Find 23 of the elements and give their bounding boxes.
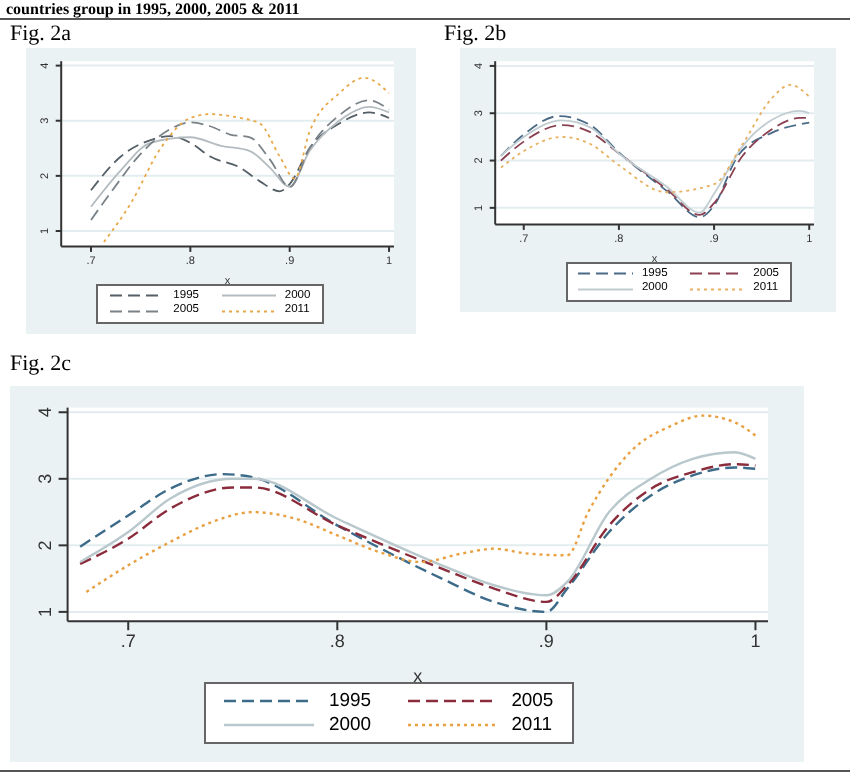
- legend-label: 2005: [511, 689, 554, 714]
- line-series: [90, 106, 390, 208]
- x-tick-label: .9: [538, 630, 554, 651]
- line-series: [103, 76, 390, 243]
- y-tick-label: 1: [34, 606, 55, 617]
- line-series: [85, 414, 757, 594]
- y-tick-label: 4: [34, 407, 55, 418]
- x-tick-label: .7: [120, 630, 136, 651]
- x-axis-title: x: [413, 666, 424, 687]
- line-series: [500, 83, 811, 194]
- chart-title: Fig. 2b: [444, 22, 507, 46]
- chart-title: Fig. 2a: [10, 22, 72, 46]
- line-series: [90, 111, 390, 193]
- line-series: [90, 99, 390, 221]
- legend-label: 1995: [329, 689, 371, 714]
- y-tick-label: 3: [34, 473, 55, 484]
- x-tick-label: 1: [750, 630, 761, 651]
- chart-title: Fig. 2c: [10, 352, 72, 376]
- y-tick-label: 2: [34, 540, 55, 551]
- text: countries group in 1995, 2000, 2005 & 2011: [6, 0, 300, 18]
- legend-label: 2000: [329, 713, 371, 738]
- x-tick-label: .8: [329, 630, 345, 651]
- legend-label: 2011: [511, 713, 552, 738]
